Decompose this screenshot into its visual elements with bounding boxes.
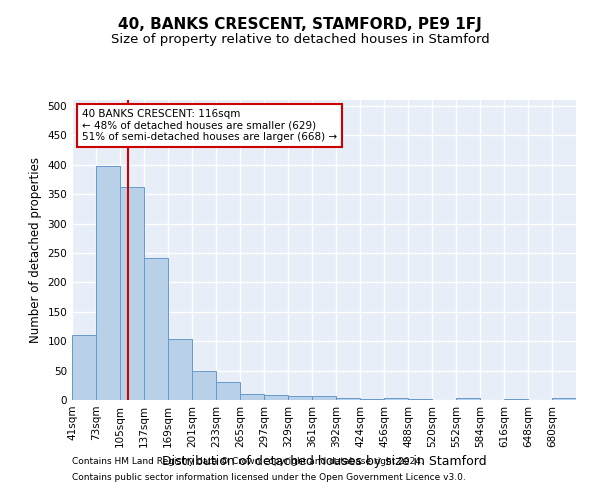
Bar xyxy=(288,396,312,400)
Text: Contains HM Land Registry data © Crown copyright and database right 2024.: Contains HM Land Registry data © Crown c… xyxy=(72,458,424,466)
Bar xyxy=(456,398,480,400)
Bar xyxy=(192,370,216,400)
X-axis label: Distribution of detached houses by size in Stamford: Distribution of detached houses by size … xyxy=(161,456,487,468)
Bar xyxy=(72,336,96,400)
Bar xyxy=(336,398,360,400)
Text: Size of property relative to detached houses in Stamford: Size of property relative to detached ho… xyxy=(110,32,490,46)
Bar xyxy=(144,258,168,400)
Bar xyxy=(552,398,576,400)
Text: 40, BANKS CRESCENT, STAMFORD, PE9 1FJ: 40, BANKS CRESCENT, STAMFORD, PE9 1FJ xyxy=(118,18,482,32)
Bar xyxy=(264,396,288,400)
Y-axis label: Number of detached properties: Number of detached properties xyxy=(29,157,42,343)
Bar xyxy=(168,340,192,400)
Bar xyxy=(312,396,336,400)
Bar xyxy=(384,398,408,400)
Bar xyxy=(120,187,144,400)
Text: 40 BANKS CRESCENT: 116sqm
← 48% of detached houses are smaller (629)
51% of semi: 40 BANKS CRESCENT: 116sqm ← 48% of detac… xyxy=(82,109,337,142)
Text: Contains public sector information licensed under the Open Government Licence v3: Contains public sector information licen… xyxy=(72,472,466,482)
Bar xyxy=(240,394,264,400)
Bar xyxy=(96,166,120,400)
Bar xyxy=(216,382,240,400)
